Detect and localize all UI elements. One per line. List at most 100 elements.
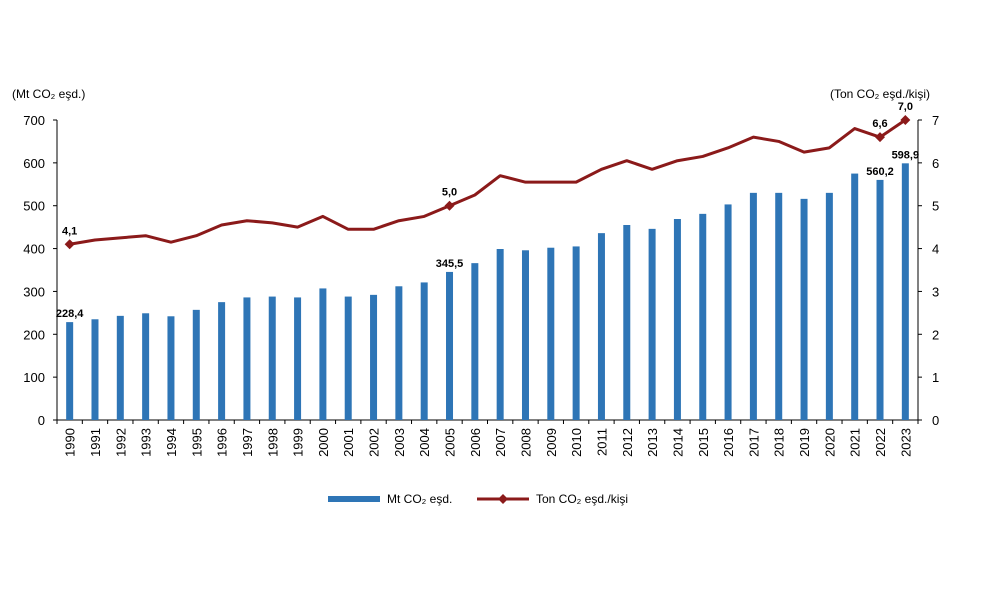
bar-data-label: 560,2 [866, 166, 894, 178]
bar-2015 [699, 213, 707, 420]
bar-2008 [521, 250, 529, 420]
left-y-tick-label: 500 [23, 199, 45, 214]
bar-2023 [901, 163, 909, 421]
x-tick-label: 1999 [291, 428, 306, 457]
right-y-tick-label: 0 [932, 413, 939, 428]
x-tick-label: 2023 [898, 428, 913, 457]
bar-data-label: 598,9 [892, 149, 920, 161]
line-marker [875, 132, 886, 143]
bar-2017 [749, 192, 757, 420]
x-tick-label: 2011 [594, 428, 609, 456]
bar-data-label: 228,4 [56, 308, 84, 320]
x-tick-label: 1996 [215, 428, 230, 457]
bar-1992 [116, 315, 124, 420]
x-tick-label: 2004 [417, 428, 432, 457]
right-y-tick-label: 2 [932, 327, 939, 342]
legend-swatch-bars [328, 496, 380, 502]
bar-data-label: 345,5 [436, 258, 464, 270]
x-tick-label: 2012 [620, 428, 635, 457]
left-axis-unit-label: (Mt CO₂ eşd.) [12, 87, 85, 101]
right-y-tick-label: 3 [932, 284, 939, 299]
bar-1993 [142, 313, 150, 420]
x-tick-label: 2020 [822, 428, 837, 457]
x-tick-label: 2008 [518, 428, 533, 457]
x-tick-label: 1991 [88, 428, 103, 457]
bar-1995 [192, 309, 200, 420]
right-axis-unit-label: (Ton CO₂ eşd./kişi) [830, 87, 930, 101]
left-y-tick-label: 400 [23, 242, 45, 257]
bar-1990 [66, 322, 74, 420]
bar-2007 [496, 249, 504, 420]
per-capita-line [69, 118, 907, 246]
x-tick-label: 2001 [341, 428, 356, 457]
bar-2000 [319, 288, 327, 420]
bar-2021 [851, 173, 859, 420]
bar-1994 [167, 316, 175, 420]
x-tick-label: 2018 [772, 428, 787, 457]
right-y-tick-label: 5 [932, 199, 939, 214]
bar-2011 [597, 233, 605, 420]
x-tick-label: 2019 [797, 428, 812, 457]
x-tick-label: 2016 [721, 428, 736, 457]
x-tick-label: 1998 [265, 428, 280, 457]
x-tick-label: 2021 [848, 428, 863, 457]
line-data-label: 4,1 [62, 225, 77, 237]
line-data-label: 7,0 [898, 101, 913, 113]
bar-1991 [91, 319, 99, 420]
x-tick-label: 2000 [316, 428, 331, 457]
bar-1998 [268, 296, 276, 420]
bar-2013 [648, 228, 656, 420]
line-data-label: 6,6 [872, 118, 887, 130]
right-y-tick-label: 7 [932, 113, 939, 128]
right-y-tick-label: 6 [932, 156, 939, 171]
bar-2020 [825, 192, 833, 420]
x-tick-label: 2002 [367, 428, 382, 457]
bar-2003 [395, 286, 403, 420]
x-tick-label: 2017 [746, 428, 761, 457]
left-y-tick-label: 300 [23, 284, 45, 299]
left-y-tick-label: 600 [23, 156, 45, 171]
x-tick-label: 2013 [645, 428, 660, 457]
legend-label-line: Ton CO₂ eşd./kişi [536, 492, 628, 506]
bar-2004 [420, 282, 428, 420]
bar-2016 [724, 204, 732, 420]
bar-2019 [800, 198, 808, 420]
x-tick-label: 1993 [139, 428, 154, 457]
left-y-tick-label: 0 [38, 413, 45, 428]
left-y-tick-label: 100 [23, 370, 45, 385]
x-tick-label: 1992 [113, 428, 128, 457]
x-tick-label: 1995 [189, 428, 204, 457]
line-marker [900, 115, 911, 125]
x-tick-label: 2022 [873, 428, 888, 457]
right-y-tick-label: 4 [932, 242, 939, 257]
legend-label-bars: Mt CO₂ eşd. [387, 492, 452, 506]
x-tick-label: 2006 [468, 428, 483, 457]
left-y-tick-label: 200 [23, 327, 45, 342]
bar-2009 [547, 247, 555, 420]
bar-2018 [775, 192, 783, 420]
bar-2022 [876, 179, 884, 420]
bar-2001 [344, 296, 352, 420]
bar-2005 [446, 271, 454, 420]
x-tick-label: 2007 [493, 428, 508, 457]
bar-2006 [471, 263, 479, 420]
right-y-tick-label: 1 [932, 370, 939, 385]
x-tick-label: 1997 [240, 428, 255, 457]
x-tick-label: 1990 [63, 428, 78, 457]
bar-1997 [243, 297, 251, 420]
x-tick-label: 2005 [443, 428, 458, 457]
x-tick-label: 1994 [164, 428, 179, 457]
bar-2012 [623, 225, 631, 420]
bar-2002 [370, 294, 378, 420]
legend-marker-line [498, 494, 508, 504]
x-tick-label: 2014 [670, 428, 685, 457]
x-tick-label: 2015 [696, 428, 711, 457]
x-tick-label: 2010 [569, 428, 584, 457]
line-data-label: 5,0 [442, 187, 457, 199]
line-marker [444, 200, 455, 211]
left-y-tick-label: 700 [23, 113, 45, 128]
bar-1999 [294, 297, 302, 420]
bar-1996 [218, 302, 226, 420]
bar-2014 [673, 219, 681, 420]
